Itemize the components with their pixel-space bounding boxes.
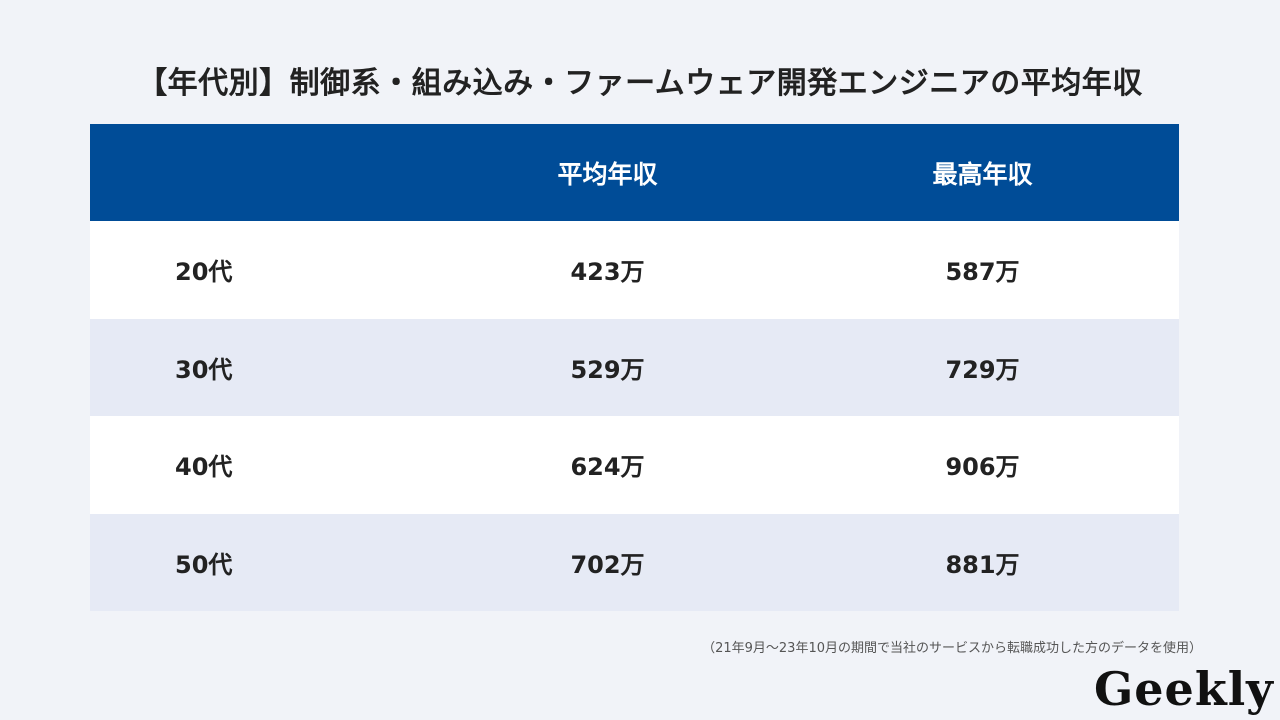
- chart-title: 【年代別】制御系・組み込み・ファームウェア開発エンジニアの平均年収: [137, 66, 1143, 101]
- header-cell-max: 最高年収: [932, 159, 1033, 189]
- header-cell-age: [90, 124, 375, 221]
- age-cell: 30代: [175, 355, 233, 384]
- average-salary-cell: 702万: [570, 550, 645, 579]
- salary-table: 平均年収 最高年収 20代 423万 587万 30代 529万 729万 40…: [90, 124, 1179, 611]
- average-salary-cell: 529万: [570, 355, 645, 384]
- brand-logo: Geekly: [1094, 662, 1274, 716]
- table-header-row: 平均年収 最高年収: [90, 124, 1179, 221]
- table-row: 50代 702万 881万: [90, 513, 1179, 611]
- header-cell-average: 平均年収: [557, 159, 658, 189]
- average-salary-cell: 624万: [570, 453, 645, 482]
- average-salary-cell: 423万: [570, 258, 645, 287]
- max-salary-cell: 729万: [945, 355, 1020, 384]
- table-row: 20代 423万 587万: [90, 221, 1179, 319]
- table-row: 30代 529万 729万: [90, 318, 1179, 416]
- age-cell: 20代: [175, 258, 233, 287]
- max-salary-cell: 881万: [945, 550, 1020, 579]
- age-cell: 40代: [175, 453, 233, 482]
- max-salary-cell: 906万: [945, 453, 1020, 482]
- max-salary-cell: 587万: [945, 258, 1020, 287]
- age-cell: 50代: [175, 550, 233, 579]
- data-source-note: （21年9月〜23年10月の期間で当社のサービスから転職成功した方のデータを使用…: [702, 641, 1202, 656]
- table-row: 40代 624万 906万: [90, 416, 1179, 514]
